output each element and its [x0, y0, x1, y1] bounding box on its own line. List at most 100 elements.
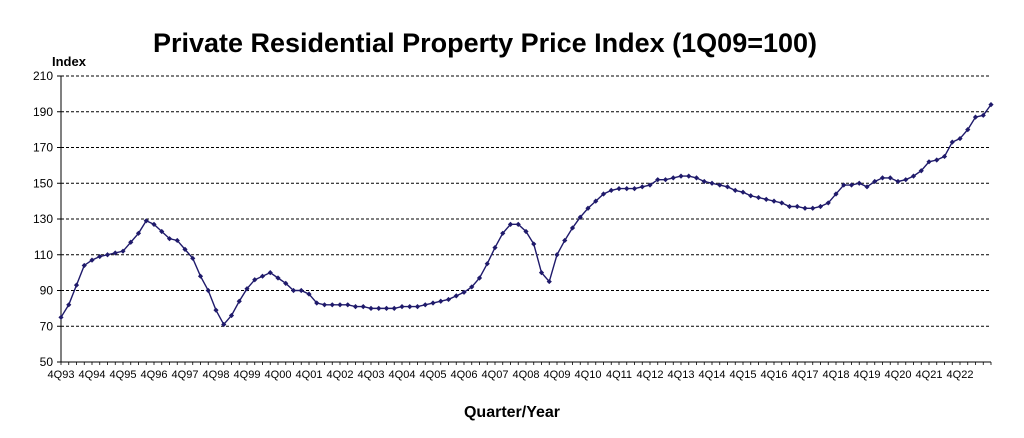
data-point	[275, 275, 281, 281]
data-point	[678, 173, 684, 179]
data-point	[66, 302, 72, 308]
x-tick-label: 4Q09	[544, 369, 571, 381]
chart-title: Private Residential Property Price Index…	[152, 28, 818, 58]
data-point	[841, 182, 847, 188]
y-tick-label: 70	[40, 319, 54, 333]
data-point	[174, 237, 180, 244]
data-point	[686, 173, 692, 179]
data-point	[864, 184, 870, 190]
data-point	[647, 182, 653, 188]
data-point	[376, 305, 382, 311]
y-tick-label: 50	[40, 355, 54, 369]
data-point	[352, 303, 359, 310]
x-tick-label: 4Q05	[420, 369, 447, 381]
data-point	[523, 228, 529, 235]
data-point	[259, 273, 266, 279]
data-point	[500, 230, 506, 236]
data-point	[887, 175, 893, 181]
data-point	[624, 186, 630, 192]
x-tick-label: 4Q04	[389, 369, 416, 381]
data-point	[577, 214, 583, 220]
y-tick-labels: 50 70 90 110 130 150 170 190 210	[33, 69, 53, 369]
data-point	[972, 114, 979, 120]
data-point	[337, 302, 343, 308]
x-tick-label: 4Q10	[575, 369, 602, 381]
x-tick-label: 4Q08	[513, 369, 540, 381]
data-point	[205, 287, 211, 294]
x-tick-label: 4Q93	[48, 369, 75, 381]
data-point	[872, 178, 878, 185]
data-point	[73, 282, 80, 288]
y-tick-label: 190	[33, 105, 53, 119]
data-point	[593, 198, 599, 204]
data-point	[903, 177, 909, 183]
data-point	[97, 253, 103, 260]
data-point	[197, 273, 204, 279]
data-point	[531, 241, 537, 247]
x-tick-label: 4Q97	[172, 369, 199, 381]
data-point	[383, 305, 390, 311]
data-point	[957, 135, 963, 142]
data-point	[236, 298, 242, 304]
data-point	[298, 287, 304, 294]
y-tick-label: 110	[34, 248, 53, 262]
x-tick-label: 4Q16	[761, 369, 788, 381]
data-point	[794, 203, 800, 210]
y-tick-label: 150	[33, 176, 53, 190]
x-tick-label: 4Q17	[792, 369, 819, 381]
data-point	[128, 239, 134, 245]
y-tick-label: 170	[33, 141, 53, 155]
data-point	[856, 180, 862, 186]
data-point	[453, 293, 459, 299]
data-point	[833, 191, 839, 197]
x-tick-label: 4Q14	[699, 369, 726, 381]
data-point	[430, 300, 436, 306]
data-point	[461, 289, 467, 295]
x-tick-label: 4Q00	[265, 369, 292, 381]
data-point	[918, 168, 924, 174]
data-point	[965, 127, 971, 133]
x-tick-label: 4Q19	[854, 369, 881, 381]
y-tick-label: 210	[33, 69, 53, 83]
x-tick-label: 4Q07	[482, 369, 509, 381]
x-axis-label: Quarter/Year	[463, 404, 561, 421]
x-tick-label: 4Q11	[606, 369, 632, 381]
data-point	[631, 186, 638, 192]
data-point	[724, 184, 731, 190]
data-point	[810, 205, 816, 211]
data-point	[476, 275, 483, 281]
data-point	[244, 286, 250, 292]
data-point	[345, 302, 351, 308]
data-point	[368, 305, 374, 311]
x-tick-label: 4Q96	[141, 369, 168, 381]
data-point	[306, 291, 312, 297]
data-point	[391, 305, 397, 311]
data-point	[748, 193, 754, 199]
data-point	[89, 257, 95, 263]
data-point	[709, 180, 715, 186]
data-point	[407, 303, 413, 310]
data-point	[732, 187, 738, 193]
data-point	[252, 277, 258, 283]
x-tick-label: 4Q12	[637, 369, 664, 381]
data-point	[438, 298, 444, 304]
x-tick-label: 4Q20	[885, 369, 912, 381]
x-tick-label: 4Q13	[668, 369, 695, 381]
data-point	[422, 302, 428, 308]
data-point	[515, 221, 521, 227]
data-point	[585, 205, 591, 211]
data-point	[717, 182, 723, 188]
x-tick-label: 4Q06	[451, 369, 478, 381]
data-point	[670, 175, 676, 181]
data-point	[926, 159, 932, 165]
data-point	[771, 198, 777, 204]
data-point	[143, 218, 149, 224]
data-point	[608, 187, 614, 193]
data-point	[980, 112, 986, 118]
data-point	[693, 175, 700, 181]
data-point	[135, 230, 142, 236]
x-tick-label: 4Q15	[730, 369, 757, 381]
data-point	[546, 278, 552, 285]
data-point	[655, 177, 661, 183]
